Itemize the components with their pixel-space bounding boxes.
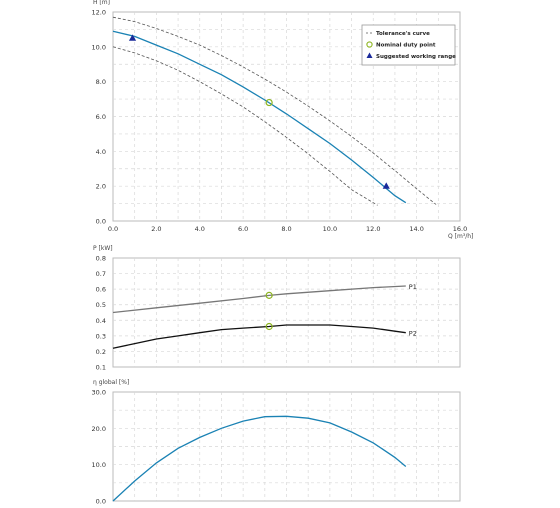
series-label-p2: P2 — [409, 330, 417, 338]
y-tick-label: 0.0 — [96, 218, 106, 226]
x-tick-label: 2.0 — [151, 225, 161, 233]
y-tick-label: 0.0 — [96, 498, 106, 505]
series-line-2-0 — [112, 415, 407, 502]
x-tick-label: 0.0 — [108, 225, 118, 233]
y-tick-label: 0.1 — [96, 364, 106, 372]
y-tick-label: 2.0 — [96, 183, 106, 191]
series-line-1-0 — [112, 285, 406, 314]
y-tick-label: 12.0 — [92, 9, 106, 17]
series-line-1-1 — [112, 324, 406, 349]
y-tick-label: 0.3 — [96, 332, 106, 340]
y-tick-label: 8.0 — [96, 78, 106, 86]
y-tick-label: 0.2 — [96, 348, 106, 356]
legend-range-swatch — [366, 52, 373, 58]
duty-point-marker — [265, 291, 273, 299]
y-axis-label: η global [%] — [93, 379, 129, 386]
x-tick-label: 12.0 — [366, 225, 380, 233]
working-range-marker — [382, 182, 390, 189]
legend-duty-swatch — [366, 41, 373, 48]
x-tick-label: 10.0 — [323, 225, 337, 233]
y-tick-label: 6.0 — [96, 113, 106, 121]
x-tick-label: 4.0 — [195, 225, 205, 233]
legend-box — [361, 24, 456, 66]
working-range-marker — [128, 34, 137, 41]
y-axis-label: H [m] — [93, 0, 110, 6]
y-tick-label: 0.5 — [96, 301, 106, 309]
duty-point-marker — [265, 322, 273, 331]
y-axis-label: P [kW] — [93, 245, 113, 252]
y-tick-label: 4.0 — [96, 148, 106, 156]
y-tick-label: 20.0 — [92, 425, 106, 433]
x-tick-label: 14.0 — [409, 225, 423, 233]
x-tick-label: 8.0 — [281, 225, 291, 233]
x-axis-label: Q [m³/h] — [448, 233, 473, 240]
y-tick-label: 10.0 — [92, 43, 106, 51]
series-label-p1: P1 — [409, 283, 417, 291]
series-line-0-0 — [112, 30, 407, 204]
x-tick-label: 6.0 — [238, 225, 248, 233]
y-tick-label: 0.7 — [96, 270, 106, 278]
legend-duty-label: Nominal duty point — [376, 43, 436, 49]
y-tick-label: 0.8 — [96, 255, 106, 263]
y-tick-label: 0.6 — [96, 286, 106, 294]
y-tick-label: 0.4 — [96, 317, 106, 325]
duty-point-marker — [265, 98, 273, 107]
legend-tolerance-label: Tolerance's curve — [376, 31, 430, 37]
legend-range-label: Suggested working range — [376, 54, 456, 60]
y-tick-label: 30.0 — [92, 389, 106, 397]
series-line-0-2 — [112, 46, 378, 206]
series-line-0-1 — [112, 16, 437, 205]
x-tick-label: 16.0 — [453, 225, 467, 233]
y-tick-label: 10.0 — [92, 461, 106, 469]
